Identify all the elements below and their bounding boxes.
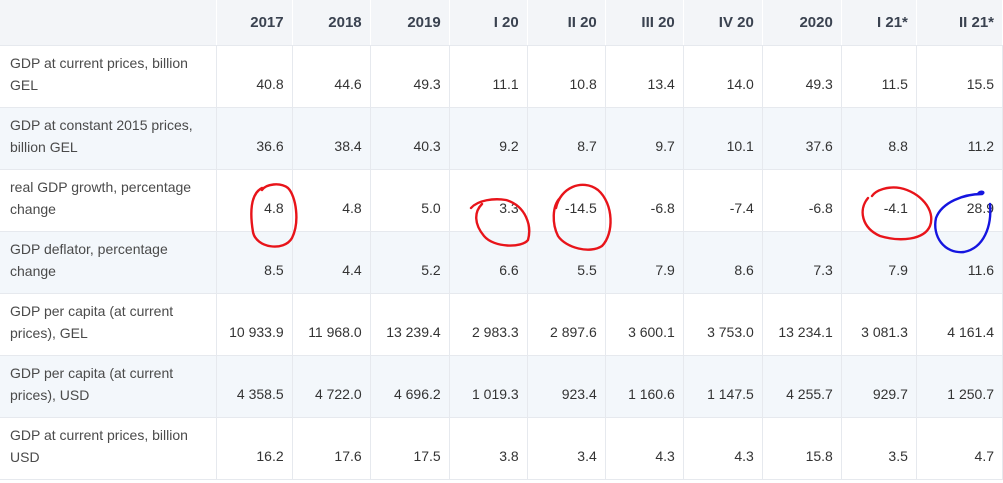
table-cell: 7.3 [762, 231, 842, 294]
table-cell: -14.5 [527, 169, 606, 232]
table-cell: 6.6 [449, 231, 528, 294]
table-cell: 4 255.7 [762, 355, 842, 418]
table-cell: 8.5 [216, 231, 293, 294]
table-cell: 37.6 [762, 107, 842, 170]
table-row: real GDP growth, percentage change 4.8 4… [0, 169, 1003, 232]
table-row: GDP at current prices, billion GEL 40.8 … [0, 45, 1003, 108]
table-cell: 49.3 [762, 45, 842, 108]
table-cell: 2 983.3 [449, 293, 528, 356]
header-cell: IV 20 [683, 0, 763, 46]
table-cell: 10.8 [527, 45, 606, 108]
table-cell: 14.0 [683, 45, 763, 108]
table-cell: 11.5 [841, 45, 917, 108]
table-cell: 1 147.5 [683, 355, 763, 418]
header-cell: 2018 [292, 0, 371, 46]
table-row: GDP per capita (at current prices), GEL … [0, 293, 1003, 356]
table-cell: 4.3 [683, 417, 763, 480]
table-cell: 49.3 [370, 45, 450, 108]
table-cell: 15.5 [916, 45, 1003, 108]
table-cell: 40.3 [370, 107, 450, 170]
table-cell: 929.7 [841, 355, 917, 418]
table-cell: 13 239.4 [370, 293, 450, 356]
table-cell: 4.8 [216, 169, 293, 232]
header-cell-label [0, 0, 217, 46]
header-cell: II 20 [527, 0, 606, 46]
row-label: GDP at constant 2015 prices, billion GEL [0, 107, 217, 170]
table-cell: 4 358.5 [216, 355, 293, 418]
table-cell: -6.8 [605, 169, 684, 232]
table-row: GDP at constant 2015 prices, billion GEL… [0, 107, 1003, 170]
header-cell: I 20 [449, 0, 528, 46]
table-cell: 3 753.0 [683, 293, 763, 356]
table-cell: 3.4 [527, 417, 606, 480]
table-cell: 13 234.1 [762, 293, 842, 356]
table-cell: 7.9 [605, 231, 684, 294]
table-cell: 8.6 [683, 231, 763, 294]
header-cell: II 21* [916, 0, 1003, 46]
table-cell: 4.3 [605, 417, 684, 480]
table-cell: 4 722.0 [292, 355, 371, 418]
table-cell: 9.2 [449, 107, 528, 170]
table-cell: 9.7 [605, 107, 684, 170]
table-cell: 36.6 [216, 107, 293, 170]
table-row: GDP deflator, percentage change 8.5 4.4 … [0, 231, 1003, 294]
table-cell: 3.8 [449, 417, 528, 480]
header-cell: III 20 [605, 0, 684, 46]
table-row: GDP at current prices, billion USD 16.2 … [0, 417, 1003, 480]
table-cell: 4 161.4 [916, 293, 1003, 356]
table-cell: 17.5 [370, 417, 450, 480]
header-row: 2017 2018 2019 I 20 II 20 III 20 IV 20 2… [0, 0, 1003, 46]
row-label: GDP per capita (at current prices), GEL [0, 293, 217, 356]
table-cell: 4.8 [292, 169, 371, 232]
table-cell: 3 081.3 [841, 293, 917, 356]
table-cell: 7.9 [841, 231, 917, 294]
table-cell: 16.2 [216, 417, 293, 480]
table-cell: 3.5 [841, 417, 917, 480]
header-cell: 2017 [216, 0, 293, 46]
table-cell: 40.8 [216, 45, 293, 108]
table-cell: 11.1 [449, 45, 528, 108]
header-cell: I 21* [841, 0, 917, 46]
table-cell: 923.4 [527, 355, 606, 418]
table-cell: 38.4 [292, 107, 371, 170]
table-cell: -7.4 [683, 169, 763, 232]
table-cell: 8.7 [527, 107, 606, 170]
table-cell: 11 968.0 [292, 293, 371, 356]
table-cell: 1 250.7 [916, 355, 1003, 418]
table-cell: 3 600.1 [605, 293, 684, 356]
row-label: GDP deflator, percentage change [0, 231, 217, 294]
header-cell: 2020 [762, 0, 842, 46]
table-cell: 4 696.2 [370, 355, 450, 418]
table-cell: 4.4 [292, 231, 371, 294]
table-cell: 4.7 [916, 417, 1003, 480]
table-cell: 11.2 [916, 107, 1003, 170]
table-cell: 2 897.6 [527, 293, 606, 356]
table-cell: 44.6 [292, 45, 371, 108]
table-cell: -6.8 [762, 169, 842, 232]
table-cell: -4.1 [841, 169, 917, 232]
table-row: GDP per capita (at current prices), USD … [0, 355, 1003, 418]
table-cell: 13.4 [605, 45, 684, 108]
table-cell: 1 019.3 [449, 355, 528, 418]
table-cell: 5.0 [370, 169, 450, 232]
table-cell: 10.1 [683, 107, 763, 170]
table-cell: 11.6 [916, 231, 1003, 294]
table-cell: 5.2 [370, 231, 450, 294]
row-label: GDP per capita (at current prices), USD [0, 355, 217, 418]
header-cell: 2019 [370, 0, 450, 46]
row-label: GDP at current prices, billion GEL [0, 45, 217, 108]
table-cell: 28.9 [916, 169, 1003, 232]
table-cell: 1 160.6 [605, 355, 684, 418]
table-cell: 17.6 [292, 417, 371, 480]
table-cell: 3.3 [449, 169, 528, 232]
table-cell: 10 933.9 [216, 293, 293, 356]
table-cell: 8.8 [841, 107, 917, 170]
table-cell: 15.8 [762, 417, 842, 480]
row-label: GDP at current prices, billion USD [0, 417, 217, 480]
row-label: real GDP growth, percentage change [0, 169, 217, 232]
table-cell: 5.5 [527, 231, 606, 294]
